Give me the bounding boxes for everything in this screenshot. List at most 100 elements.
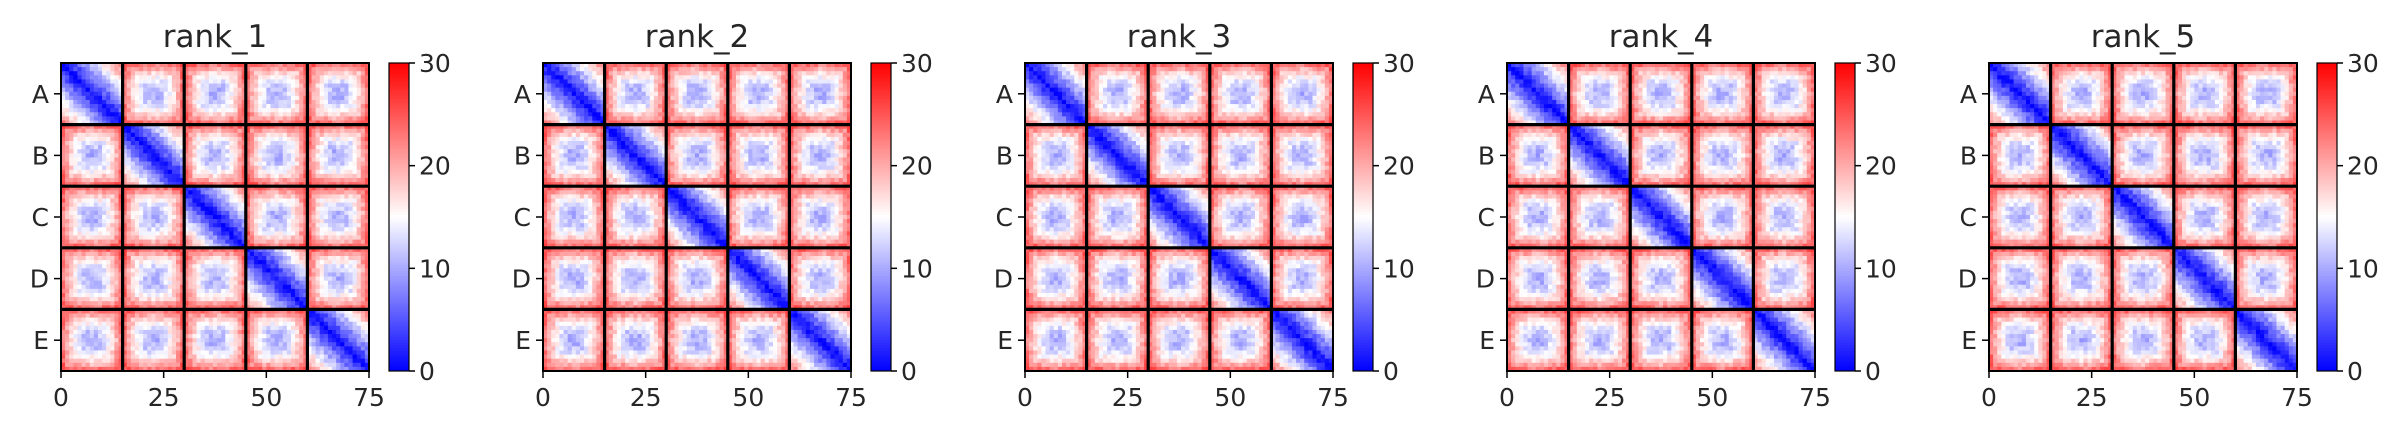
heatmap-cell bbox=[286, 161, 292, 167]
heatmap-cell bbox=[217, 136, 222, 142]
heatmap-cell bbox=[196, 141, 201, 146]
heatmap-cell bbox=[192, 317, 197, 323]
heatmap-cell bbox=[106, 190, 111, 195]
heatmap-cell bbox=[61, 219, 66, 224]
heatmap-cell bbox=[77, 227, 82, 232]
heatmap-cell bbox=[143, 173, 148, 179]
heatmap-cell bbox=[344, 202, 349, 208]
heatmap-cell bbox=[151, 128, 156, 134]
heatmap-cell bbox=[196, 206, 201, 212]
heatmap-cell bbox=[311, 145, 316, 150]
heatmap-cell bbox=[106, 305, 111, 310]
heatmap-cell bbox=[241, 223, 247, 228]
heatmap-cell bbox=[180, 169, 185, 175]
heatmap-cell bbox=[102, 325, 107, 331]
heatmap-cell bbox=[163, 149, 169, 154]
heatmap-cell bbox=[180, 219, 185, 224]
heatmap-cell bbox=[180, 108, 185, 113]
heatmap-cell bbox=[159, 194, 165, 199]
heatmap-cell bbox=[167, 99, 173, 105]
heatmap-cell bbox=[315, 243, 321, 249]
heatmap-cell bbox=[336, 198, 341, 203]
heatmap-cell bbox=[315, 186, 321, 191]
heatmap-cell bbox=[348, 161, 353, 167]
heatmap-cell bbox=[241, 63, 247, 68]
heatmap-cell bbox=[299, 132, 304, 138]
heatmap-cell bbox=[233, 276, 238, 282]
heatmap-cell bbox=[93, 219, 99, 224]
heatmap-cell bbox=[344, 161, 349, 167]
heatmap-cell bbox=[167, 108, 173, 113]
heatmap-cell bbox=[266, 260, 271, 265]
heatmap-cell bbox=[274, 280, 280, 286]
heatmap-cell bbox=[188, 231, 193, 236]
heatmap-cell bbox=[225, 165, 230, 171]
heatmap-cell bbox=[311, 219, 316, 224]
heatmap-cell bbox=[245, 239, 251, 245]
heatmap-cell bbox=[184, 256, 189, 261]
heatmap-cell bbox=[114, 120, 119, 125]
heatmap-cell bbox=[249, 87, 255, 93]
heatmap-cell bbox=[102, 247, 107, 253]
heatmap-cell bbox=[167, 223, 173, 228]
heatmap-cell bbox=[270, 305, 275, 310]
heatmap-cell bbox=[208, 79, 214, 84]
heatmap-cell bbox=[340, 325, 345, 331]
heatmap-cell bbox=[221, 202, 226, 208]
heatmap-cell bbox=[274, 227, 280, 232]
heatmap-cell bbox=[241, 301, 247, 306]
heatmap-cell bbox=[356, 95, 362, 101]
heatmap-cell bbox=[163, 112, 169, 117]
heatmap-cell bbox=[286, 268, 292, 273]
heatmap-cell bbox=[352, 169, 358, 175]
heatmap-cell bbox=[69, 128, 74, 134]
heatmap-cell bbox=[327, 272, 333, 277]
heatmap-cell bbox=[340, 190, 345, 195]
heatmap-cell bbox=[229, 153, 234, 158]
heatmap-cell bbox=[348, 194, 353, 199]
heatmap-cell bbox=[356, 186, 362, 191]
heatmap-cell bbox=[295, 313, 300, 318]
heatmap-cell bbox=[270, 284, 275, 290]
heatmap-cell bbox=[348, 83, 353, 88]
heatmap-cell bbox=[69, 157, 74, 162]
heatmap-cell bbox=[212, 116, 218, 121]
heatmap-cell bbox=[163, 198, 169, 203]
heatmap-cell bbox=[85, 301, 91, 306]
heatmap-cell bbox=[245, 149, 251, 154]
heatmap-cell bbox=[192, 227, 197, 232]
heatmap-cell bbox=[282, 256, 288, 261]
heatmap-cell bbox=[299, 239, 304, 245]
heatmap-cell bbox=[290, 284, 296, 290]
heatmap-cell bbox=[180, 231, 185, 236]
heatmap-cell bbox=[348, 149, 353, 154]
heatmap-cell bbox=[130, 268, 136, 273]
heatmap-cell bbox=[81, 329, 86, 335]
heatmap-cell bbox=[286, 264, 292, 269]
heatmap-cell bbox=[171, 284, 177, 290]
heatmap-cell bbox=[118, 317, 123, 323]
heatmap-cell bbox=[81, 124, 86, 130]
heatmap-cell bbox=[118, 231, 123, 236]
heatmap-cell bbox=[208, 268, 214, 273]
heatmap-cell bbox=[348, 63, 353, 68]
heatmap-cell bbox=[171, 141, 177, 146]
heatmap-cell bbox=[93, 292, 99, 298]
heatmap-cell bbox=[73, 71, 78, 76]
heatmap-cell bbox=[360, 128, 366, 134]
heatmap-cell bbox=[274, 239, 280, 245]
heatmap-cell bbox=[327, 67, 333, 72]
heatmap-cell bbox=[130, 292, 136, 298]
heatmap-cell bbox=[266, 247, 271, 253]
heatmap-cell bbox=[110, 301, 115, 306]
heatmap-cell bbox=[364, 198, 370, 203]
heatmap-cell bbox=[249, 239, 255, 245]
heatmap-cell bbox=[184, 91, 189, 97]
heatmap-cell bbox=[143, 325, 148, 331]
heatmap-cell bbox=[126, 247, 132, 253]
heatmap-cell bbox=[93, 210, 99, 216]
heatmap-cell bbox=[225, 99, 230, 105]
heatmap-cell bbox=[348, 132, 353, 138]
heatmap-cell bbox=[81, 120, 86, 125]
heatmap-cell bbox=[73, 182, 78, 187]
